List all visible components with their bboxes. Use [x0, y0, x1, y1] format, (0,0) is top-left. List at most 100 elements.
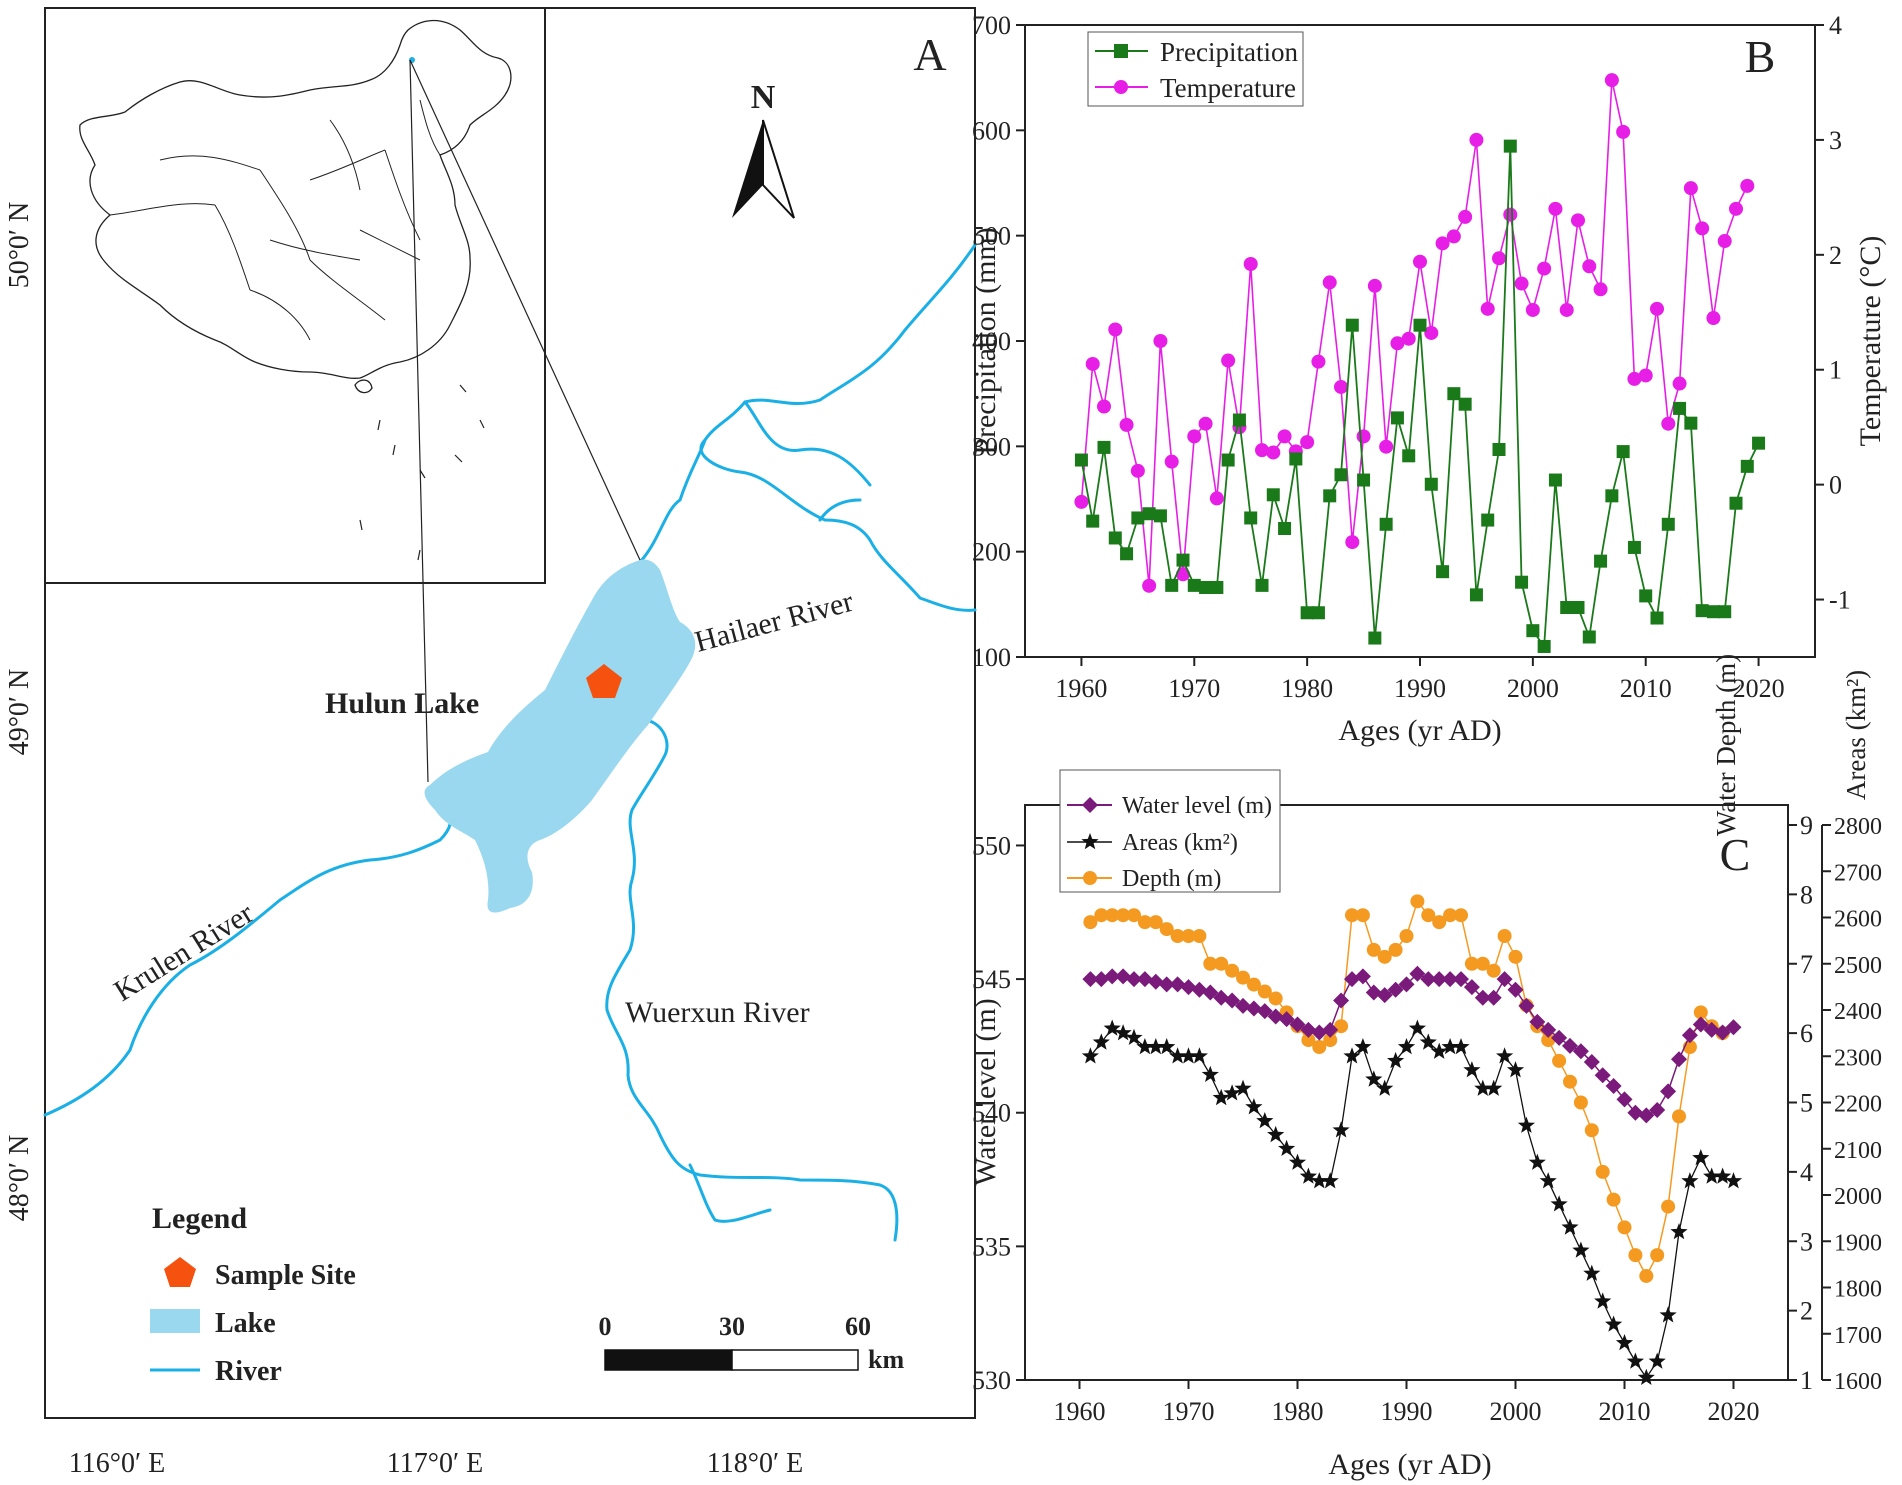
temperature-point: [1604, 73, 1619, 88]
areas-line: [1089, 1027, 1734, 1379]
b-xtick-label: 2010: [1620, 674, 1672, 703]
temperature-point: [1401, 331, 1416, 346]
precipitation-point: [1345, 318, 1359, 332]
temperature-point: [1548, 201, 1563, 216]
areas-point: [1169, 1047, 1187, 1064]
c-xtick-label: 1970: [1163, 1397, 1215, 1426]
depth-point: [1584, 1123, 1599, 1138]
temperature-point: [1255, 443, 1269, 458]
water-level-point: [1692, 1016, 1709, 1033]
b-ytick-left-label: 600: [972, 116, 1011, 145]
precipitation-point: [1120, 547, 1134, 561]
legend-title: Legend: [152, 1202, 247, 1235]
c-ytick-depth-label: 2: [1800, 1297, 1813, 1326]
c-ytick-area-label: 1700: [1834, 1323, 1882, 1349]
temperature-point: [1514, 276, 1529, 291]
precipitation-point: [1097, 440, 1111, 454]
scale-bar-white: [731, 1349, 859, 1371]
depth-point: [1650, 1248, 1665, 1263]
temperature-point: [1661, 416, 1676, 431]
c-ytick-depth-label: 7: [1800, 950, 1813, 979]
depth-point: [1345, 908, 1359, 923]
water-level-point: [1387, 981, 1404, 998]
water-level-point: [1671, 1051, 1687, 1068]
b-ytick-left-label: 100: [972, 643, 1011, 672]
areas-point: [1147, 1038, 1165, 1055]
c-ytick-area-label: 1800: [1834, 1277, 1882, 1303]
areas-point: [1081, 1047, 1099, 1064]
temperature-point: [1142, 578, 1157, 593]
water-level-point: [1594, 1067, 1611, 1084]
depth-point: [1236, 970, 1250, 985]
chart-c-legend-box: [1059, 769, 1281, 893]
areas-point: [1310, 1172, 1328, 1189]
province-lines: [109, 99, 441, 341]
depth-point: [1628, 1248, 1643, 1263]
precipitation-point: [1695, 604, 1709, 618]
temperature-point: [1469, 132, 1484, 147]
precipitation-point: [1074, 453, 1088, 467]
depth-point: [1257, 984, 1272, 999]
b-ytick-left-label: 300: [972, 432, 1011, 461]
water-level-point: [1496, 971, 1513, 988]
b-ytick-right-label: -1: [1829, 586, 1851, 615]
scale-unit: km: [868, 1345, 904, 1374]
temperature-point: [1672, 376, 1687, 391]
areas-point: [1212, 1088, 1230, 1106]
water-level-point: [1104, 968, 1121, 985]
areas-point: [1615, 1334, 1634, 1351]
temperature-point: [1390, 336, 1405, 351]
c-ytick-depth-label: 5: [1800, 1089, 1813, 1118]
chart-b: 1960 1970 1980 1990 2000 2010 2020 100 200 300 400…: [969, 11, 1887, 747]
temperature-line: [1080, 80, 1749, 586]
chart-c-ylabel-depth: Water Depth (m): [1711, 654, 1741, 836]
areas-point: [1724, 1172, 1743, 1189]
water-level-point: [1267, 1008, 1284, 1025]
temperature-point: [1130, 463, 1145, 478]
depth-point: [1094, 908, 1109, 923]
precipitation-point: [1289, 452, 1303, 466]
precipitation-point: [1582, 630, 1596, 644]
water-level-point: [1126, 971, 1142, 988]
depth-point: [1563, 1074, 1577, 1089]
depth-point: [1497, 929, 1512, 943]
lake-name-label: Hulun Lake: [325, 687, 479, 720]
areas-point: [1452, 1038, 1470, 1055]
b-xtick-label: 2020: [1733, 674, 1785, 703]
areas-point: [1125, 1028, 1143, 1045]
depth-point: [1203, 956, 1218, 971]
temperature-point: [1108, 322, 1123, 337]
c-ytick-area-label: 2100: [1834, 1138, 1882, 1164]
areas-point: [1659, 1306, 1677, 1323]
depth-point: [1301, 1033, 1316, 1048]
temperature-point: [1266, 445, 1281, 460]
water-level-point: [1333, 992, 1350, 1009]
precipitation-point: [1221, 453, 1235, 467]
precipitation-point: [1718, 605, 1732, 619]
precipitation-point: [1605, 489, 1619, 503]
temperature-point: [1164, 454, 1179, 469]
water-level-point: [1725, 1019, 1742, 1036]
areas-point: [1681, 1172, 1699, 1189]
temperature-point: [1187, 429, 1202, 444]
lon-label-118: 118°0′ E: [707, 1448, 803, 1479]
temperature-point: [1480, 301, 1495, 316]
precipitation-point: [1311, 606, 1325, 620]
water-level-point: [1376, 987, 1393, 1004]
water-level-point: [1409, 965, 1426, 982]
water-level-point: [1136, 971, 1153, 988]
temperature-point: [1525, 302, 1540, 317]
temperature-point: [1221, 353, 1236, 368]
water-level-point: [1180, 979, 1197, 996]
temperature-point: [1537, 261, 1552, 276]
water-level-point: [1605, 1078, 1622, 1094]
depth-point: [1192, 929, 1207, 943]
legend-lake-label: Lake: [215, 1308, 276, 1339]
areas-point: [1103, 1019, 1121, 1036]
water-level-point: [1311, 1024, 1328, 1041]
water-level-point: [1256, 1003, 1273, 1020]
depth-point: [1443, 908, 1458, 923]
areas-point: [1267, 1125, 1285, 1143]
water-level-point: [1115, 968, 1132, 985]
